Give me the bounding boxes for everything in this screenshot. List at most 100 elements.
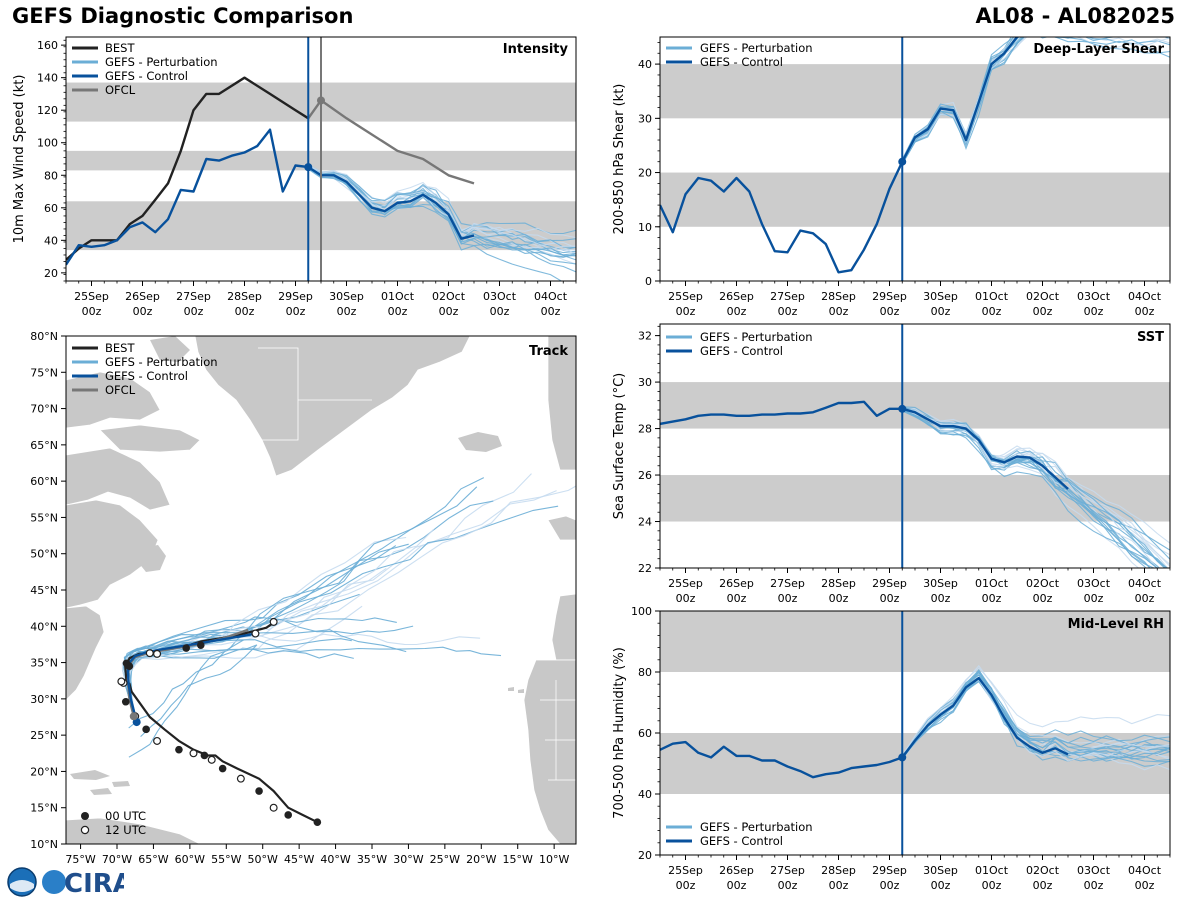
intensity-panel: 20 40 60 80 100 120 140 160 25Sep 00z 26Sep 00z 27Se…: [12, 36, 577, 318]
track-control-line: [126, 631, 260, 723]
track-panel: 75°W 70°W 65°W 60°W 55°W 50°W 45°W 40°W 35°W 30°W…: [30, 330, 577, 866]
shear-ylabel: 200-850 hPa Shear (kt): [612, 84, 627, 235]
rh-ylabel: 700-500 hPa Humidity (%): [612, 647, 627, 819]
track-best-12utc-point: [269, 617, 278, 626]
track-best-00utc-point: [122, 659, 131, 668]
intensity-ytick-label: 20: [44, 267, 58, 280]
rh-ytick-label: 60: [638, 727, 652, 740]
shear-perturbation-line: [901, 37, 1170, 163]
shear-xtick-label: 03Oct: [1077, 290, 1111, 303]
legend-ofcl-label: OFCL: [105, 83, 136, 97]
track-best-00utc-point: [196, 641, 205, 649]
intensity-perturbation-line: [308, 166, 563, 281]
track-xtick-label: 20°W: [466, 853, 496, 866]
track-legend: BEST GEFS - Perturbation GEFS - Control …: [72, 341, 218, 397]
intensity-ofcl-init-point: [317, 96, 325, 105]
shear-xtick-label: 29Sep: [872, 290, 907, 303]
track-ytick-label: 20°N: [30, 765, 58, 778]
shear-xtick-sublabel: 00z: [829, 305, 849, 318]
sst-perturbation-line: [902, 409, 1151, 568]
shear-band: [660, 172, 1170, 227]
rh-xtick-label: 02Oct: [1026, 864, 1060, 877]
track-best-12utc-point: [189, 749, 198, 758]
rh-control-line: [660, 676, 1069, 779]
intensity-xtick-sublabel: 00z: [337, 305, 357, 318]
track-xtick-label: 65°W: [138, 853, 168, 866]
track-best-12utc-point: [236, 774, 245, 783]
sst-band: [660, 382, 1170, 429]
track-best-00utc-point: [218, 764, 227, 773]
rh-xtick-sublabel: 00z: [982, 879, 1002, 892]
shear-xtick-label: 25Sep: [668, 290, 703, 303]
track-best-12utc-point: [117, 677, 126, 686]
intensity-xtick-sublabel: 00z: [184, 305, 204, 318]
legend-control-label: GEFS - Control: [105, 369, 188, 383]
rh-ytick-label: 40: [638, 788, 652, 801]
sst-perturbation-line: [902, 406, 1158, 568]
sst-xtick-label: 26Sep: [719, 577, 754, 590]
shear-xtick-label: 04Oct: [1128, 290, 1162, 303]
rh-xtick-label: 03Oct: [1077, 864, 1111, 877]
intensity-xtick-label: 28Sep: [227, 290, 262, 303]
rh-xtick-label: 01Oct: [975, 864, 1009, 877]
rh-xtick-label: 30Sep: [923, 864, 958, 877]
sst-perturbation-line: [902, 405, 1169, 568]
legend-perturbation-label: GEFS - Perturbation: [105, 355, 218, 369]
shear-title: Deep-Layer Shear: [1033, 42, 1164, 57]
storm-id: AL08 - AL082025: [975, 4, 1176, 28]
sst-perturbation-line: [902, 407, 1140, 568]
track-xtick-label: 10°W: [539, 853, 569, 866]
legend-perturbation-label: GEFS - Perturbation: [700, 820, 813, 834]
shear-perturbation-line: [901, 37, 1015, 162]
shear-xtick-label: 28Sep: [821, 290, 856, 303]
utc12-marker: [80, 825, 90, 835]
track-best-00utc-point: [182, 644, 191, 652]
track-xtick-label: 60°W: [175, 853, 205, 866]
legend-perturbation-label: GEFS - Perturbation: [105, 55, 218, 69]
rh-xtick-sublabel: 00z: [676, 879, 696, 892]
rh-xtick-label: 26Sep: [719, 864, 754, 877]
rh-ytick-label: 100: [631, 605, 652, 618]
track-best-00utc-point: [121, 697, 130, 706]
track-ytick-label: 60°N: [30, 475, 58, 488]
shear-xtick-label: 26Sep: [719, 290, 754, 303]
track-best-12utc-point: [207, 755, 216, 764]
track-xtick-label: 25°W: [430, 853, 460, 866]
shear-panel: 0 10 20 30 40 25Sep 00z 26Sep 00z 27Sep 00z 28Sep 00…: [612, 36, 1171, 318]
sst-xtick-label: 03Oct: [1077, 577, 1111, 590]
sst-xtick-label: 29Sep: [872, 577, 907, 590]
track-ytick-label: 10°N: [30, 838, 58, 851]
track-best-00utc-point: [200, 751, 209, 760]
shear-xtick-label: 27Sep: [770, 290, 805, 303]
track-xtick-label: 40°W: [320, 853, 350, 866]
legend-control-label: GEFS - Control: [105, 69, 188, 83]
sst-control-line: [660, 400, 1069, 490]
shear-xtick-label: 02Oct: [1026, 290, 1060, 303]
legend-control-label: GEFS - Control: [700, 344, 783, 358]
sst-xtick-sublabel: 00z: [880, 592, 900, 605]
shear-band: [660, 64, 1170, 119]
intensity-ytick-label: 160: [37, 39, 58, 52]
shear-ytick-label: 30: [638, 112, 652, 125]
shear-xtick-sublabel: 00z: [778, 305, 798, 318]
track-best-00utc-point: [255, 787, 263, 795]
sst-perturbation-line: [902, 406, 1158, 568]
sst-xtick-sublabel: 00z: [829, 592, 849, 605]
rh-xtick-label: 29Sep: [872, 864, 907, 877]
intensity-xtick-sublabel: 00z: [286, 305, 306, 318]
intensity-legend: BEST GEFS - Perturbation GEFS - Control …: [72, 41, 218, 97]
track-ytick-label: 35°N: [30, 657, 58, 670]
track-best-00utc-point: [284, 811, 293, 819]
sst-panel: 22 24 26 28 30 32 25Sep 00z 26Sep 00z 27Sep 00z 28Se…: [612, 323, 1171, 605]
shear-legend: GEFS - Perturbation GEFS - Control: [666, 41, 813, 69]
track-xtick-label: 30°W: [393, 853, 423, 866]
track-ytick-label: 40°N: [30, 620, 58, 633]
rh-xtick-label: 25Sep: [668, 864, 703, 877]
intensity-xtick-sublabel: 00z: [133, 305, 153, 318]
intensity-control-line: [66, 128, 475, 266]
rh-perturbation-line: [901, 667, 1170, 756]
rh-xtick-label: 04Oct: [1128, 864, 1162, 877]
intensity-perturbation-line: [308, 164, 576, 258]
rh-init-point: [898, 753, 907, 762]
